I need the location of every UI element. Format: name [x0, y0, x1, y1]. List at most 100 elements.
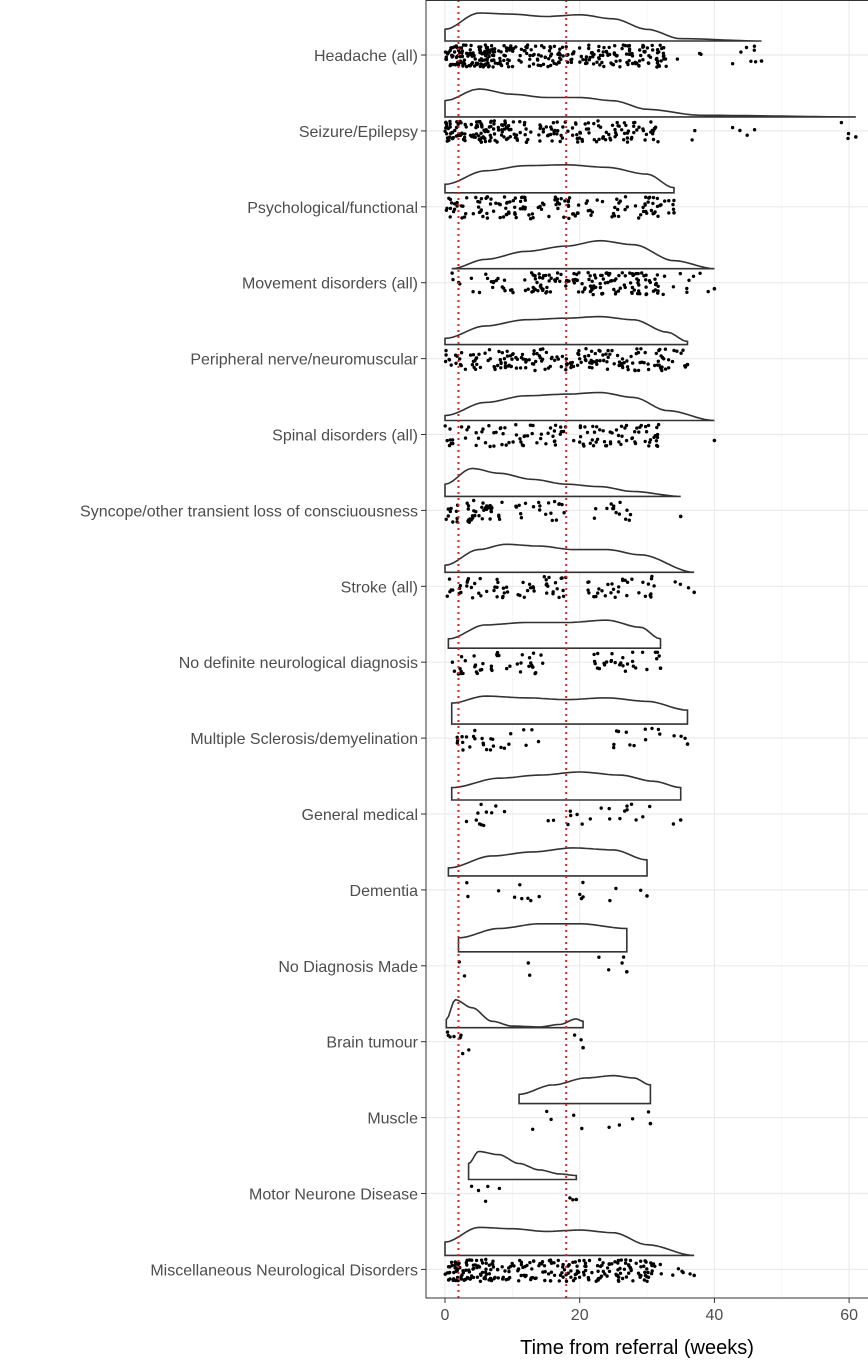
data-point	[523, 133, 527, 137]
data-point	[628, 52, 632, 56]
x-tick-label: 40	[706, 1307, 724, 1324]
data-point	[661, 292, 665, 297]
data-point	[656, 284, 660, 288]
data-point	[499, 361, 503, 366]
data-point	[670, 359, 675, 364]
data-point	[462, 974, 467, 978]
data-point	[645, 894, 649, 898]
data-point	[634, 351, 638, 356]
category-label: Peripheral nerve/neuromuscular	[190, 352, 418, 369]
data-point	[531, 505, 536, 509]
data-point	[518, 437, 522, 441]
data-point	[618, 59, 622, 63]
data-point	[552, 429, 557, 433]
data-point	[662, 357, 666, 361]
data-point	[558, 139, 562, 144]
data-point	[455, 200, 459, 205]
data-point	[528, 973, 532, 977]
data-point	[648, 55, 653, 59]
data-point	[488, 202, 493, 206]
data-point	[613, 660, 617, 665]
data-point	[551, 818, 556, 822]
data-point	[601, 135, 606, 139]
density-cloud	[444, 467, 681, 498]
data-point	[480, 505, 484, 509]
density-cloud	[444, 543, 695, 574]
data-point	[651, 137, 656, 142]
data-point	[467, 63, 471, 68]
data-point	[587, 277, 591, 282]
data-point	[509, 732, 513, 736]
data-point	[503, 365, 508, 370]
data-point	[459, 363, 463, 368]
data-point	[601, 1269, 605, 1274]
data-point	[448, 197, 453, 202]
data-point	[637, 216, 641, 220]
data-point	[641, 127, 645, 131]
data-point	[641, 205, 645, 210]
data-point	[595, 362, 599, 366]
data-point	[518, 199, 523, 204]
data-point	[528, 53, 532, 58]
data-point	[529, 130, 533, 134]
data-point	[563, 199, 567, 203]
category-label: Muscle	[367, 1111, 418, 1128]
data-point	[472, 509, 476, 513]
data-point	[667, 366, 671, 370]
data-point	[476, 205, 481, 209]
data-point	[571, 364, 576, 369]
data-point	[612, 745, 616, 750]
data-point	[532, 349, 536, 353]
data-point	[451, 520, 455, 524]
data-point	[620, 271, 624, 275]
data-point	[539, 653, 543, 657]
data-point	[846, 136, 850, 141]
data-point	[656, 140, 660, 144]
data-point	[523, 434, 527, 438]
category-label: Miscellaneous Neurological Disorders	[150, 1262, 418, 1279]
data-point	[555, 587, 559, 591]
data-point	[679, 734, 683, 738]
data-point	[650, 43, 654, 48]
data-point	[502, 286, 506, 290]
data-point	[498, 358, 502, 362]
data-point	[569, 60, 574, 65]
data-point	[522, 49, 526, 53]
data-point	[475, 1275, 480, 1279]
data-point	[448, 427, 452, 431]
category-label: General medical	[302, 807, 419, 824]
data-point	[477, 137, 481, 142]
data-point	[487, 139, 492, 143]
data-point	[464, 64, 469, 69]
data-point	[655, 363, 660, 367]
data-point	[595, 60, 599, 64]
data-point	[466, 504, 471, 508]
data-point	[463, 436, 468, 440]
data-point	[505, 212, 509, 217]
data-point	[608, 442, 613, 446]
data-point	[612, 362, 616, 366]
data-point	[559, 425, 563, 429]
data-point	[644, 430, 649, 434]
data-point	[462, 1278, 467, 1282]
data-point	[549, 1117, 553, 1122]
data-point	[449, 441, 453, 446]
data-point	[578, 892, 582, 897]
data-point	[692, 590, 696, 595]
data-point	[474, 120, 479, 124]
data-point	[472, 1266, 476, 1271]
data-point	[549, 127, 554, 131]
density-cloud	[451, 239, 715, 270]
data-point	[593, 661, 597, 666]
data-point	[465, 584, 469, 588]
data-point	[625, 593, 629, 598]
data-point	[518, 670, 523, 674]
data-point	[656, 214, 660, 218]
data-point	[578, 357, 582, 361]
data-point	[569, 365, 573, 370]
data-point	[451, 1278, 455, 1282]
data-point	[544, 350, 549, 355]
data-point	[643, 424, 648, 429]
data-point	[672, 348, 676, 353]
data-point	[524, 1273, 528, 1278]
